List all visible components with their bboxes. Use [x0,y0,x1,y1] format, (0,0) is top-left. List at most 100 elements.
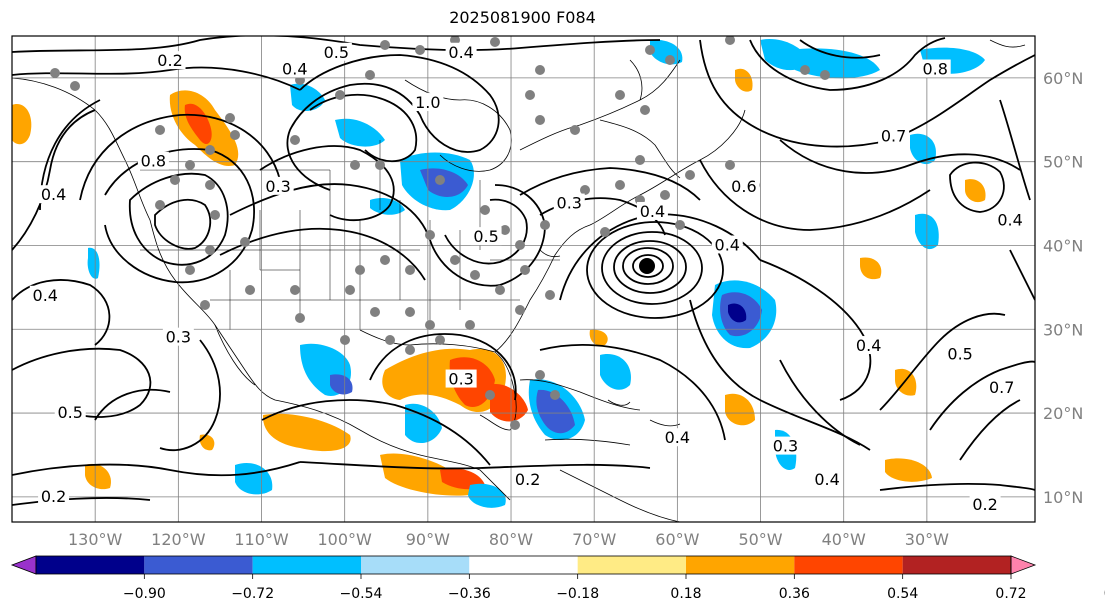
colorbar-swatch [686,556,795,574]
contour-label: 0.3 [265,177,290,196]
contour-label-background [919,59,951,78]
graticule [12,36,1035,522]
contour-label: 1.0 [415,93,440,112]
contour-label-background [137,151,169,170]
colorbar-swatch [902,556,1011,574]
lon-tick-label: 30°W [905,530,949,549]
plot-title: 2025081900 F084 [449,8,596,27]
contour-label: 0.2 [972,495,997,514]
lon-tick-label: 80°W [489,530,533,549]
contour-label: 0.4 [448,43,473,62]
contour-label: 0.4 [640,202,665,221]
contour-label: 0.2 [157,51,182,70]
contour-label-background [262,176,294,195]
colorbar-extend-min [10,555,37,575]
contour-label: 0.5 [947,344,972,363]
contour-label-background [994,210,1026,229]
colorbar-tick-label: 0.72 [995,586,1026,602]
colorbar-tick-label: −0.90 [123,586,166,602]
contour-label: 0.4 [856,336,881,355]
contour-label: 0.4 [814,470,839,489]
lon-tick-label: 60°W [655,530,699,549]
contour-label: 0.8 [922,60,947,79]
contour-label: 0.2 [41,487,66,506]
contour-label-background [29,285,61,304]
contour-label: 0.4 [715,235,740,254]
contour-label-background [636,201,668,220]
colorbar-tick-label: −0.54 [340,586,383,602]
contour-label-background [986,377,1018,396]
coastlines-layer [12,39,1026,522]
contour-label-background [944,344,976,363]
lon-tick-label: 120°W [151,530,206,549]
contour-label-background [162,327,194,346]
contour-label-background [38,486,70,505]
lon-tick-label: 90°W [406,530,450,549]
contour-label: 0.3 [448,370,473,389]
lat-tick-label: 10°N [1043,488,1083,507]
colorbar-tick-label: −0.18 [556,586,599,602]
lon-tick-label: 110°W [234,530,289,549]
contour-label: 0.3 [773,437,798,456]
contour-label-background [728,176,760,195]
longitude-tick-labels: 130°W 120°W 110°W 100°W 90°W 80°W 70°W 60°W 50°W… [68,530,949,549]
colorbar-swatch [252,556,361,574]
lat-tick-label: 30°N [1043,320,1083,339]
contour-label: 0.7 [989,378,1014,397]
contour-label: 0.2 [515,470,540,489]
contour-label-background [38,185,70,204]
latitude-tick-labels: 60°N 50°N 40°N 30°N 20°N 10°N [1043,69,1083,507]
contour-label: 0.8 [141,152,166,171]
contour-label: 0.5 [473,227,498,246]
contour-label-background [445,369,477,388]
contour-label: 0.5 [324,43,349,62]
colorbar-tick-label: 0.54 [887,586,918,602]
contour-label: 0.4 [665,428,690,447]
colorbar-swatch [469,556,578,574]
lat-tick-label: 60°N [1043,69,1083,88]
contour-label-background [154,51,186,70]
colorbar-swatch [577,556,686,574]
low-pressure-center [639,258,655,274]
contour-label-background [853,336,885,355]
colorbar-tick-label: 0.18 [670,586,701,602]
colorbar-swatch [794,556,903,574]
contour-label-background [412,93,444,112]
contour-label-background [320,42,352,61]
contour-label-background [711,235,743,254]
contour-label: 0.7 [881,127,906,146]
contour-label: 0.4 [282,60,307,79]
map-border [11,35,1036,523]
lon-tick-label: 100°W [318,530,373,549]
lon-tick-label: 130°W [68,530,123,549]
contour-label-background [811,470,843,489]
contour-label: 0.3 [557,194,582,213]
lat-tick-label: 20°N [1043,404,1083,423]
lon-tick-label: 50°W [738,530,782,549]
colorbar-swatch [36,556,145,574]
lon-tick-label: 40°W [822,530,866,549]
colorbar-swatch [361,556,470,574]
contour-label-background [445,42,477,61]
contour-label-background [878,126,910,145]
contour-label: 0.4 [41,185,66,204]
colorbar-extend-max [1010,555,1037,575]
contour-label-background [969,495,1001,514]
contour-label-background [470,227,502,246]
contour-label-background [769,436,801,455]
contour-label: 0.3 [166,328,191,347]
colorbar-tick-label: −0.72 [231,586,274,602]
colorbar-tick-label: 0.90 [1104,586,1105,602]
colorbar-tick-label: −0.36 [448,586,491,602]
contour-label: 0.6 [731,177,756,196]
lon-tick-label: 70°W [572,530,616,549]
colorbar-tick-label: 0.36 [779,586,810,602]
contour-label-background [512,470,544,489]
contour-label-background [661,428,693,447]
contour-label-background [279,59,311,78]
contour-labels-layer: 0.2 0.4 0.5 0.4 1.0 0.8 0.4 0.3 0.5 0.3 0.4 0.4 0.6 0… [29,42,1026,514]
contour-label: 0.4 [33,286,58,305]
contour-label: 0.5 [57,403,82,422]
contour-label-background [54,403,86,422]
